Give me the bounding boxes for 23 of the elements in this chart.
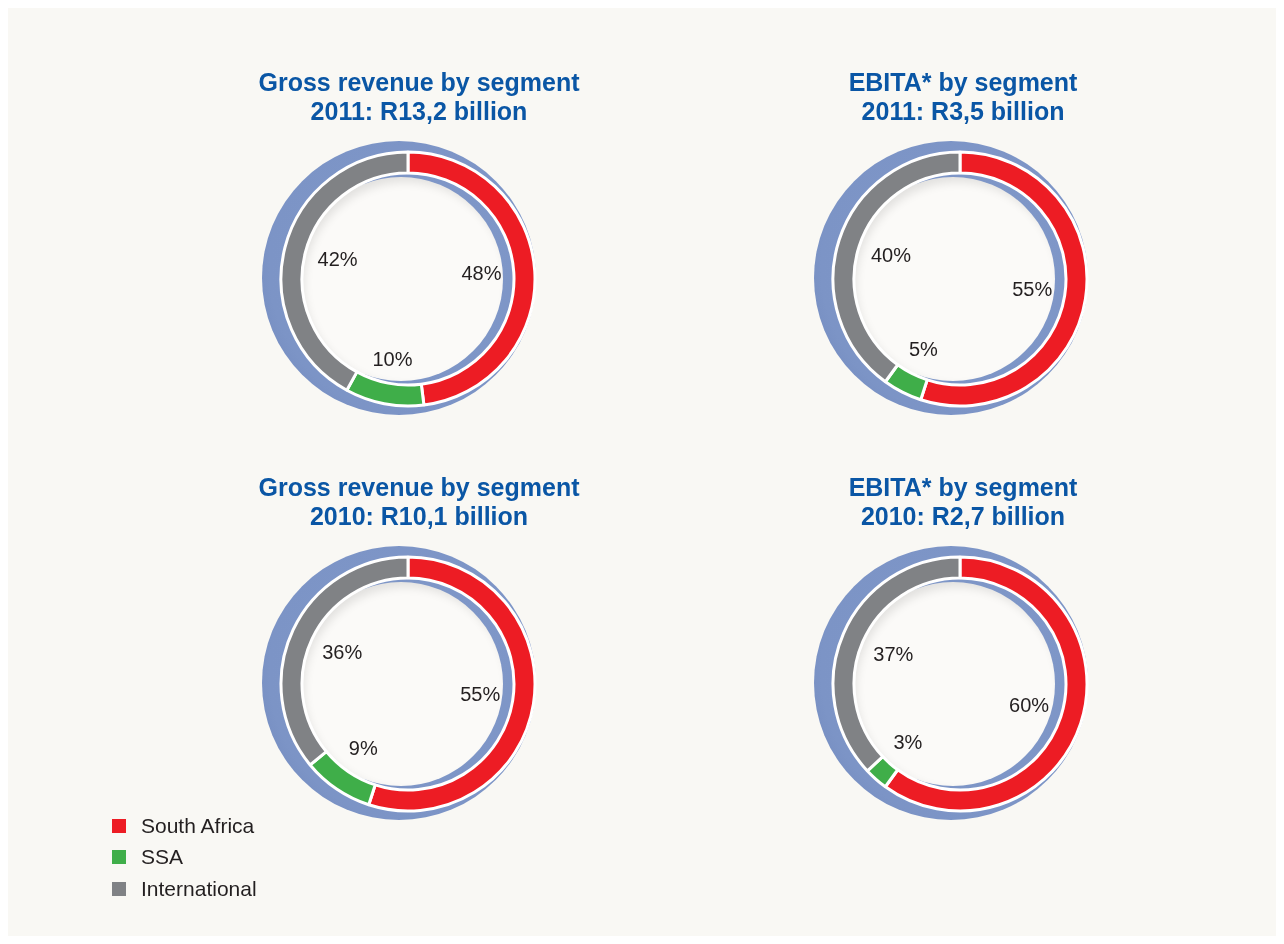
chart-subtitle: 2010: R2,7 billion [860,501,1066,531]
data-label: 37% [873,642,914,665]
legend-label: SSA [141,845,184,870]
chart-title: Gross revenue by segment [258,67,580,97]
data-label: 9% [348,737,378,760]
chart-title: EBITA* by segment [848,472,1078,502]
data-label: 55% [1012,277,1053,300]
data-label: 3% [893,730,923,753]
data-label: 40% [870,244,912,267]
data-label: 36% [322,640,363,663]
data-label: 55% [460,682,501,705]
chart-subtitle: 2011: R13,2 billion [310,96,528,126]
chart-title: EBITA* by segment [848,67,1078,97]
data-label: 60% [1009,693,1050,716]
chart-title: Gross revenue by segment [258,472,580,502]
chart-subtitle: 2011: R3,5 billion [861,96,1065,126]
data-label: 48% [461,261,502,284]
legend-label: South Africa [141,813,255,838]
chart-subtitle: 2010: R10,1 billion [309,501,529,531]
legend-label: International [141,876,257,901]
data-label: 5% [908,338,939,361]
data-label: 10% [372,347,413,370]
data-label: 42% [317,248,358,271]
